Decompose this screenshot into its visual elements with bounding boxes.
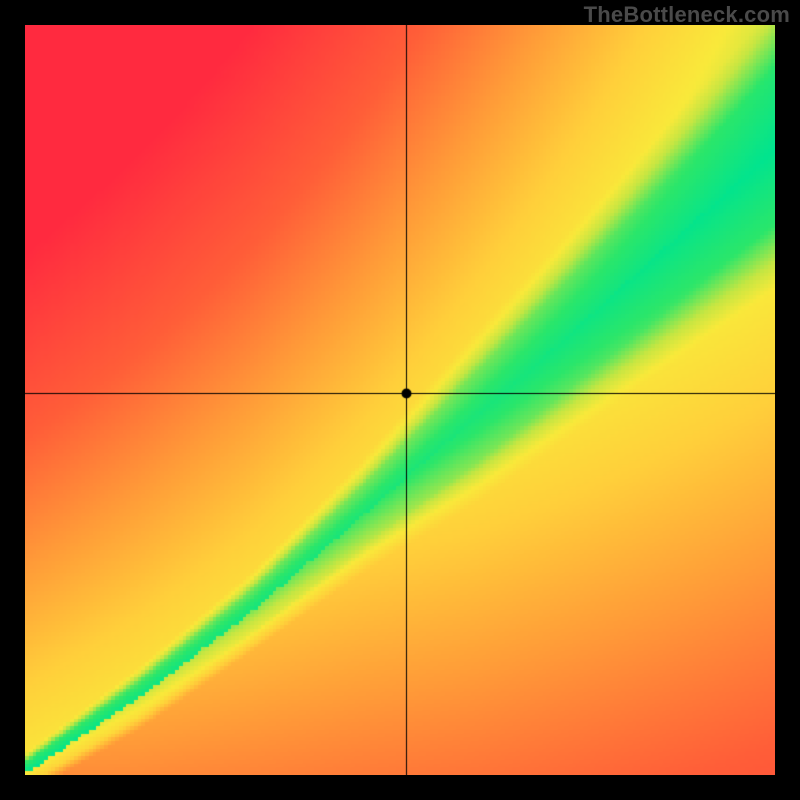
watermark-text: TheBottleneck.com <box>584 2 790 28</box>
bottleneck-heatmap <box>25 25 775 775</box>
chart-container: TheBottleneck.com <box>0 0 800 800</box>
